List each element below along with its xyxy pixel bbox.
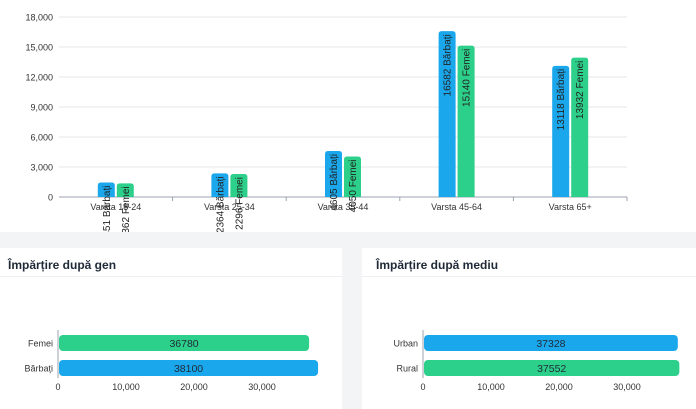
y-tick-label: Bărbați [24,364,53,374]
x-tick-label: Varsta 35-44 [318,202,369,212]
data-label: 13118 Bărbați [556,69,567,131]
y-tick-label: 12,000 [25,73,53,83]
x-tick-label: 10,000 [477,382,505,392]
bar [59,335,310,351]
card-divider [0,276,342,277]
x-tick-label: Varsta 18-24 [90,202,141,212]
gender-card-title: Împărțire după gen [8,258,117,272]
x-tick-label: Varsta 45-64 [431,202,482,212]
gender-card: Împărțire după gen 0 10,000 20,000 30,000 Fe… [0,248,342,409]
y-tick-label: Rural [396,364,418,374]
environment-chart: 0 10,000 20,000 30,000 Urban 37328 Rural 37552 [393,330,680,392]
bar-barbati [325,150,342,197]
bar [59,360,319,376]
x-tick-label: 10,000 [112,382,140,392]
data-label: 16582 Bărbați [443,34,454,96]
card-separator [342,248,362,409]
bar-femei [116,183,134,197]
age-chart-card: 0 3,000 6,000 9,000 12,000 15,000 18,000 Varsta… [25,12,628,243]
x-tick-label: 20,000 [180,382,208,392]
data-label: 2364 Bărbați [215,176,226,232]
data-label: 15140 Femei [462,49,473,107]
data-label: 37328 [536,338,565,350]
y-tick-label: 15,000 [25,43,53,53]
data-label: 4050 Femei [348,160,359,213]
bar-barbati [211,173,229,197]
x-tick-label: 30,000 [248,382,276,392]
x-tick-label: Varsta 65+ [549,202,592,212]
data-label: 36780 [169,338,198,350]
y-tick-label: 9,000 [30,103,53,113]
x-tick-label: 30,000 [613,382,641,392]
bar-barbati [438,31,456,198]
bar [424,360,680,376]
bar-femei [571,57,589,198]
card-divider [362,276,696,277]
data-label: 38100 [174,363,203,375]
y-tick-label: Femei [28,339,53,349]
bar-barbati [552,65,570,197]
bar-femei [457,45,475,197]
x-tick-label: Varsta 25-34 [204,202,255,212]
x-tick-label: 0 [55,382,60,392]
data-label: 37552 [537,363,566,375]
bar-barbati [97,182,115,197]
gender-chart: 0 10,000 20,000 30,000 Femei 36780 Bărbați 3810… [24,330,319,392]
y-tick-label: 0 [48,193,53,203]
data-label: 13932 Femei [575,61,586,119]
y-tick-label: 18,000 [25,13,53,23]
environment-card: Împărțire după mediu 0 10,000 20,000 30,000… [362,248,696,409]
x-tick-label: 0 [420,382,425,392]
y-tick-label: 3,000 [30,163,53,173]
bar-femei [230,174,248,197]
data-label: 2296 Femei [234,177,245,230]
bar [424,335,678,351]
data-label: 1362 Femei [121,186,132,232]
age-chart: 0 3,000 6,000 9,000 12,000 15,000 18,000 Varsta… [25,13,628,242]
y-tick-label: 6,000 [30,133,53,143]
environment-card-title: Împărțire după mediu [376,258,499,272]
x-tick-label: 20,000 [545,382,573,392]
section-separator [0,232,696,248]
data-label: 4605 Bărbați [329,154,340,211]
y-tick-label: Urban [393,339,418,349]
data-label: 1451 Bărbați [102,185,113,232]
bar-femei [344,156,361,197]
